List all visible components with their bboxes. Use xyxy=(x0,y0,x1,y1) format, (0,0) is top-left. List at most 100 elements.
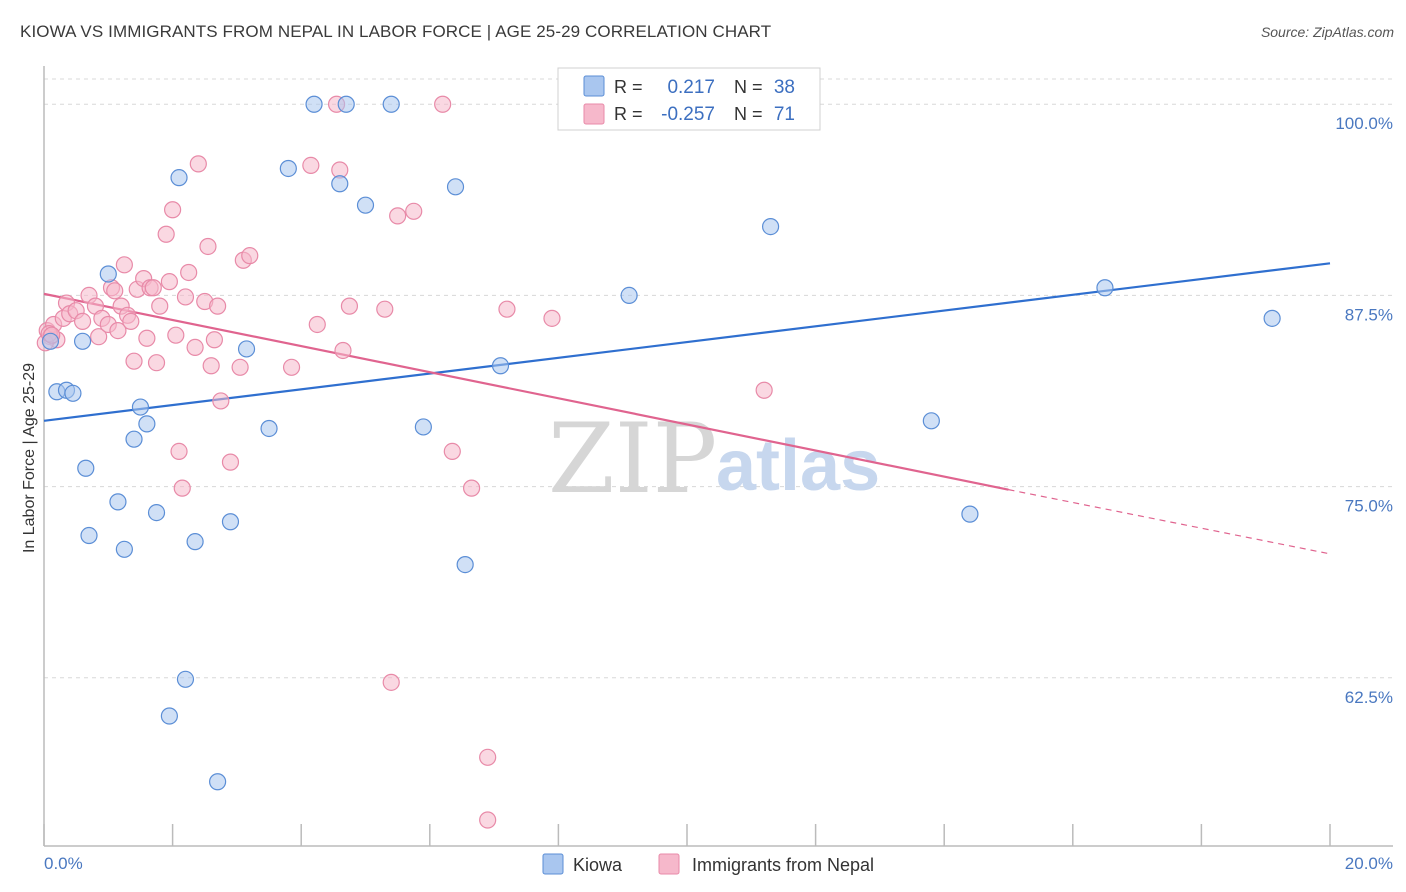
kiowa-point xyxy=(337,95,355,113)
grid-layer: 62.5% 75.0% 87.5% 100.0% xyxy=(44,78,1393,707)
nepal-point xyxy=(106,282,124,300)
kiowa-point xyxy=(109,493,127,511)
nepal-point xyxy=(543,309,561,327)
kiowa-point xyxy=(99,265,117,283)
nepal-point xyxy=(376,300,394,318)
kiowa-point xyxy=(73,332,92,350)
nepal-point xyxy=(186,338,204,357)
nepal-point xyxy=(180,263,198,282)
trend-layer xyxy=(43,262,1331,555)
kiowa-point xyxy=(260,419,278,438)
nepal-point xyxy=(479,748,497,766)
nepal-point xyxy=(212,392,230,410)
nepal-point xyxy=(755,381,773,399)
kiowa-point xyxy=(382,95,400,113)
nepal-point xyxy=(405,202,423,220)
nepal-point xyxy=(144,279,162,297)
nepal-point xyxy=(340,297,359,315)
nepal-point xyxy=(209,297,227,315)
kiowa-point xyxy=(237,340,256,358)
nepal-point xyxy=(498,300,516,318)
chart-source: Source: ZipAtlas.com xyxy=(1260,24,1394,40)
nepal-point xyxy=(308,315,326,334)
legend-n-label-nepal: N = xyxy=(734,104,763,124)
x-tick-labels: 0.0% 20.0% xyxy=(44,854,1393,873)
kiowa-point xyxy=(186,533,204,551)
nepal-point xyxy=(167,326,185,344)
legend-r-label-kiowa: R = xyxy=(614,77,643,97)
kiowa-point xyxy=(446,178,465,196)
kiowa-point xyxy=(80,526,98,545)
nepal-point xyxy=(199,237,217,256)
kiowa-point xyxy=(125,430,143,448)
nepal-point xyxy=(138,329,156,347)
nepal-point xyxy=(157,225,175,243)
nepal-point xyxy=(173,479,191,497)
nepal-point xyxy=(147,354,166,372)
nepal-point xyxy=(170,442,188,461)
nepal-point xyxy=(231,358,249,376)
legend-r-label-nepal: R = xyxy=(614,104,643,124)
legend: R = 0.217 N = 38 R = -0.257 N = 71 xyxy=(557,67,821,131)
kiowa-point xyxy=(170,169,188,187)
nepal-point xyxy=(151,297,169,315)
kiowa-point xyxy=(209,773,227,791)
kiowa-point xyxy=(356,196,375,214)
kiowa-point xyxy=(138,415,156,433)
nepal-point xyxy=(109,321,127,340)
kiowa-point xyxy=(131,398,150,416)
nepal-point xyxy=(205,331,223,349)
y-tick-label: 75.0% xyxy=(1345,497,1393,516)
trend-line-nepal xyxy=(43,292,1009,491)
nepal-point xyxy=(302,156,320,175)
bottom-legend-swatch-nepal xyxy=(658,853,680,875)
y-tick-label: 87.5% xyxy=(1345,305,1393,324)
nepal-point xyxy=(382,673,400,691)
nepal-point xyxy=(479,811,497,829)
kiowa-point xyxy=(1263,309,1281,327)
nepal-point xyxy=(462,479,481,497)
chart-title: KIOWA VS IMMIGRANTS FROM NEPAL IN LABOR … xyxy=(20,22,772,41)
legend-n-label-kiowa: N = xyxy=(734,77,763,97)
kiowa-point xyxy=(305,95,323,113)
watermark-zip: ZIP xyxy=(548,403,717,515)
legend-n-value-nepal: 71 xyxy=(774,104,795,125)
kiowa-point xyxy=(761,217,780,236)
watermark-atlas: atlas xyxy=(716,426,880,506)
nepal-point xyxy=(434,95,452,113)
nepal-point xyxy=(125,352,143,370)
bottom-legend-swatch-kiowa xyxy=(542,853,564,875)
nepal-point xyxy=(90,328,108,346)
axes-layer xyxy=(43,66,1393,847)
nepal-point xyxy=(389,207,407,225)
bottom-legend-label-kiowa: Kiowa xyxy=(573,855,623,875)
nepal-point xyxy=(164,201,182,219)
kiowa-point xyxy=(491,357,510,375)
bottom-legend-label-nepal: Immigrants from Nepal xyxy=(692,855,874,875)
kiowa-point xyxy=(147,503,166,522)
kiowa-point xyxy=(160,707,178,725)
legend-n-value-kiowa: 38 xyxy=(774,77,795,98)
nepal-point xyxy=(122,312,140,331)
nepal-point xyxy=(221,453,240,471)
x-tick-label-min: 0.0% xyxy=(44,854,83,873)
kiowa-point xyxy=(1096,279,1114,297)
y-axis-label: In Labor Force | Age 25-29 xyxy=(21,363,38,553)
legend-swatch-kiowa xyxy=(583,75,605,97)
nepal-point xyxy=(443,442,461,461)
nepal-point xyxy=(176,288,195,306)
kiowa-point xyxy=(961,505,979,523)
kiowa-point xyxy=(41,332,60,350)
kiowa-point xyxy=(456,555,474,574)
legend-r-value-kiowa: 0.217 xyxy=(667,77,715,98)
nepal-point xyxy=(202,357,220,375)
kiowa-point xyxy=(221,513,240,531)
kiowa-point xyxy=(176,670,195,688)
nepal-point xyxy=(115,256,133,274)
kiowa-point xyxy=(620,286,638,305)
nepal-point xyxy=(73,312,92,331)
nepal-point xyxy=(282,358,301,376)
points-layer xyxy=(36,95,1281,829)
trend-line-kiowa xyxy=(43,262,1331,422)
